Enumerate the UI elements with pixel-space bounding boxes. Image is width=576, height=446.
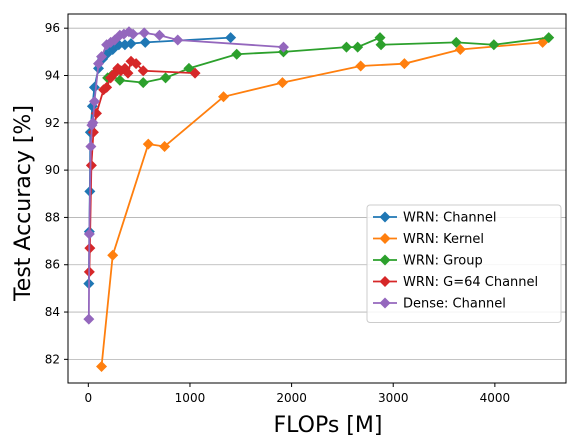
data-point	[450, 36, 462, 48]
legend-marker	[379, 211, 391, 223]
y-tick-label: 88	[45, 210, 60, 224]
legend-label: WRN: Kernel	[403, 232, 484, 247]
data-point	[88, 96, 100, 108]
data-point	[87, 117, 99, 129]
data-point	[160, 72, 172, 84]
data-point	[454, 43, 466, 55]
data-point	[122, 67, 134, 79]
y-tick-label: 84	[45, 305, 60, 319]
legend-box	[366, 204, 562, 323]
data-point	[83, 313, 95, 325]
data-point	[231, 48, 243, 60]
legend-item: WRN: G=64 Channel	[373, 275, 538, 290]
legend-marker	[379, 297, 391, 309]
data-point	[138, 27, 150, 39]
legend-item: WRN: Channel	[373, 211, 497, 226]
data-point	[277, 41, 289, 53]
data-point	[114, 74, 126, 86]
y-tick-label: 90	[45, 163, 60, 177]
y-tick-label: 94	[45, 69, 60, 83]
data-point	[159, 140, 171, 152]
data-point	[137, 77, 149, 89]
legend-item: WRN: Kernel	[373, 232, 484, 247]
data-point	[83, 228, 95, 240]
legend-label: WRN: G=64 Channel	[403, 275, 538, 290]
legend-marker	[379, 233, 391, 244]
x-tick-label: 3000	[378, 391, 409, 405]
data-point	[488, 39, 500, 51]
series-line	[100, 41, 543, 367]
data-point	[172, 34, 184, 46]
x-axis-label: FLOPs [M]	[274, 413, 383, 438]
series-4	[83, 55, 201, 278]
y-tick-label: 86	[45, 258, 60, 272]
data-point	[153, 29, 165, 41]
y-tick-label: 82	[45, 352, 60, 366]
data-point	[130, 58, 142, 70]
x-axis-ticks: 0 1000 2000 3000 4000	[85, 383, 511, 405]
data-point	[340, 41, 352, 53]
data-point	[217, 91, 229, 103]
legend: WRN: Channel WRN: Kernel WRN: Group WRN: G=…	[366, 204, 562, 323]
data-point	[276, 77, 288, 89]
legend-label: WRN: Channel	[403, 211, 497, 226]
legend-marker	[379, 276, 391, 287]
legend-label: Dense: Channel	[403, 297, 506, 312]
data-point	[127, 28, 139, 40]
data-point	[118, 28, 130, 40]
data-point	[119, 39, 131, 51]
data-point	[142, 138, 154, 150]
legend-item: WRN: Group	[373, 254, 483, 269]
data-point	[96, 360, 108, 372]
data-point	[107, 249, 119, 261]
data-point	[225, 32, 237, 44]
legend-label: WRN: Group	[403, 254, 483, 269]
legend-marker	[379, 254, 391, 266]
data-point	[88, 81, 100, 93]
legend-item: Dense: Channel	[373, 297, 506, 312]
series-5	[83, 26, 289, 325]
data-point	[352, 41, 364, 53]
data-point	[119, 62, 131, 74]
data-point	[374, 32, 386, 44]
data-point	[398, 58, 410, 70]
data-point	[375, 39, 387, 51]
data-point	[543, 32, 555, 44]
data-point	[137, 65, 149, 77]
data-point	[355, 60, 367, 72]
data-point	[85, 140, 97, 152]
data-point	[125, 38, 137, 50]
x-tick-label: 1000	[175, 391, 206, 405]
plot-frame	[67, 13, 567, 384]
x-tick-label: 0	[85, 391, 93, 405]
series-2	[96, 36, 549, 372]
data-point	[101, 81, 113, 93]
series-layer	[83, 26, 555, 372]
x-tick-label: 2000	[276, 391, 307, 405]
y-axis-ticks: 82 84 86 88 90 92 94 96	[45, 21, 68, 366]
data-point	[96, 51, 108, 63]
y-tick-label: 96	[45, 21, 60, 35]
data-point	[139, 36, 151, 48]
grid-lines	[68, 27, 566, 360]
y-tick-label: 92	[45, 116, 60, 130]
x-tick-label: 4000	[480, 391, 511, 405]
y-axis-label: Test Accuracy [%]	[11, 105, 36, 302]
data-point	[189, 67, 201, 79]
